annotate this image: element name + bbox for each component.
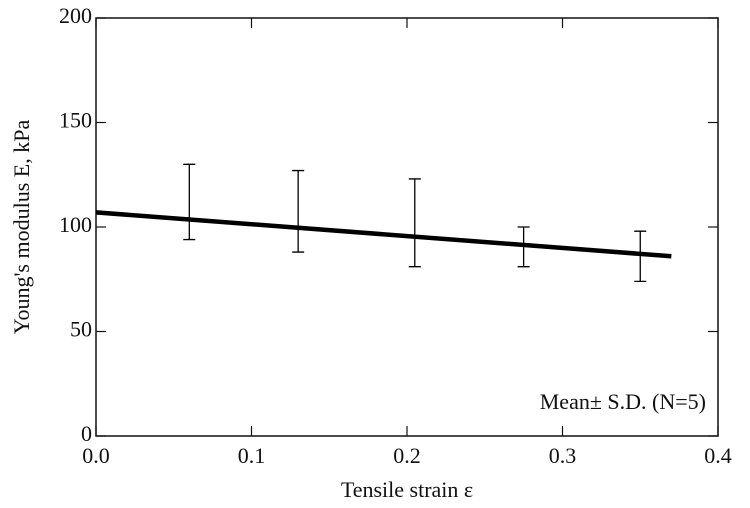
error-bar (408, 178, 421, 268)
annotation: Mean± S.D. (N=5) (540, 389, 706, 414)
error-bar (183, 163, 196, 241)
x-axis-label: Tensile strain ε (341, 477, 473, 502)
x-tick-label: 0.4 (704, 443, 732, 468)
y-tick-label: 200 (59, 3, 92, 28)
y-tick-label: 150 (59, 108, 92, 133)
y-axis-label: Young's modulus E, kPa (9, 120, 34, 335)
error-bar (517, 226, 530, 268)
y-tick-label: 0 (81, 421, 92, 446)
error-bar (292, 169, 305, 253)
error-bar (634, 230, 647, 282)
trend-line (95, 210, 672, 259)
x-tick-label: 0.3 (549, 443, 577, 468)
x-tick-label: 0.1 (238, 443, 266, 468)
y-tick-label: 50 (70, 317, 92, 342)
y-tick-label: 100 (59, 212, 92, 237)
x-tick-label: 0.2 (393, 443, 421, 468)
x-tick-label: 0.0 (82, 443, 110, 468)
